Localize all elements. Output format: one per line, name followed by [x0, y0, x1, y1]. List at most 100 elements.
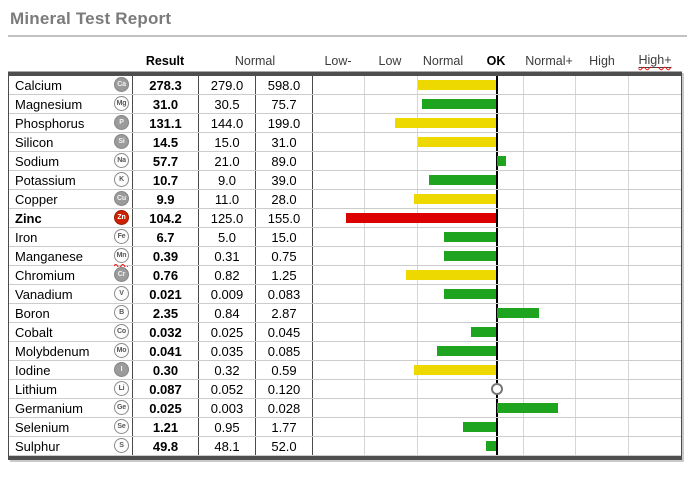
header-normal: Normal — [234, 54, 276, 68]
header-scale-low: Low — [378, 54, 402, 68]
result-value: 0.76 — [133, 266, 199, 284]
deviation-bar-yellow — [406, 270, 496, 280]
normal-max-value: 0.045 — [256, 323, 313, 341]
table-row: Silicon Si 14.5 15.0 31.0 — [9, 133, 681, 152]
deviation-bar-yellow — [418, 137, 496, 147]
normal-max-value: 1.25 — [256, 266, 313, 284]
table-row: Phosphorus P 131.1 144.0 199.0 — [9, 114, 681, 133]
mineral-name: Boron — [15, 305, 50, 321]
normal-max-value: 1.77 — [256, 418, 313, 436]
mineral-name: Iron — [15, 229, 38, 245]
mineral-name: Selenium — [15, 419, 70, 435]
normal-max-value: 31.0 — [256, 133, 313, 151]
result-value: 49.8 — [133, 437, 199, 455]
deviation-bar-cell — [313, 342, 681, 360]
deviation-bar-yellow — [414, 365, 496, 375]
mineral-name-cell: Calcium Ca — [9, 76, 133, 94]
normal-min-value: 48.1 — [199, 437, 256, 455]
result-value: 9.9 — [133, 190, 199, 208]
deviation-bar-green — [429, 175, 496, 185]
normal-min-value: 0.025 — [199, 323, 256, 341]
table-row: Iodine I 0.30 0.32 0.59 — [9, 361, 681, 380]
normal-min-value: 9.0 — [199, 171, 256, 189]
mineral-name: Vanadium — [15, 286, 73, 302]
normal-min-value: 0.009 — [199, 285, 256, 303]
element-symbol-icon: S — [114, 438, 129, 453]
normal-min-value: 279.0 — [199, 76, 256, 94]
element-symbol-icon: Ca — [114, 77, 129, 92]
mineral-name-cell: Zinc Zn — [9, 209, 133, 227]
table-row: Lithium Li 0.087 0.052 0.120 — [9, 380, 681, 399]
mineral-name: Chromium — [15, 267, 75, 283]
mineral-name-cell: Manganese Mn — [9, 247, 133, 267]
deviation-bar-cell — [313, 361, 681, 379]
result-value: 2.35 — [133, 304, 199, 322]
table-row: Germanium Ge 0.025 0.003 0.028 — [9, 399, 681, 418]
result-value: 0.025 — [133, 399, 199, 417]
element-symbol-icon: Fe — [114, 229, 129, 244]
deviation-bar-green — [497, 308, 539, 318]
normal-max-value: 0.083 — [256, 285, 313, 303]
deviation-bar-yellow — [414, 194, 496, 204]
mineral-name-cell: Cobalt Co — [9, 323, 133, 341]
normal-min-value: 0.84 — [199, 304, 256, 322]
element-symbol-icon: V — [114, 286, 129, 301]
result-value: 0.021 — [133, 285, 199, 303]
column-headers: Result Normal Low- Low Normal OK Normal+ High Hi… — [8, 37, 682, 71]
element-symbol-icon: Si — [114, 134, 129, 149]
table-row: Chromium Cr 0.76 0.82 1.25 — [9, 266, 681, 285]
deviation-bar-cell — [313, 76, 681, 94]
result-value: 0.087 — [133, 380, 199, 398]
mineral-name-cell: Vanadium V — [9, 285, 133, 303]
table-row: Sodium Na 57.7 21.0 89.0 — [9, 152, 681, 171]
deviation-bar-green — [444, 251, 496, 261]
mineral-name-cell: Chromium Cr — [9, 266, 133, 284]
result-value: 0.30 — [133, 361, 199, 379]
title-divider — [8, 35, 687, 37]
chart-gridline — [364, 76, 365, 456]
mineral-name-cell: Sodium Na — [9, 152, 133, 170]
result-value: 131.1 — [133, 114, 199, 132]
normal-max-value: 0.59 — [256, 361, 313, 379]
chart-gridline — [575, 76, 576, 456]
mineral-name: Cobalt — [15, 324, 53, 340]
mineral-name-cell: Molybdenum Mo — [9, 342, 133, 360]
mineral-name-cell: Sulphur S — [9, 437, 133, 455]
deviation-bar-cell — [313, 133, 681, 151]
mineral-name-cell: Lithium Li — [9, 380, 133, 398]
element-symbol-icon: Co — [114, 324, 129, 339]
deviation-bar-cell — [313, 228, 681, 246]
mineral-name-cell: Copper Cu — [9, 190, 133, 208]
deviation-bar-cell — [313, 399, 681, 417]
element-symbol-icon: Ge — [114, 400, 129, 415]
normal-min-value: 30.5 — [199, 95, 256, 113]
mineral-name: Copper — [15, 191, 58, 207]
deviation-bar-cell — [313, 209, 681, 227]
normal-max-value: 15.0 — [256, 228, 313, 246]
result-value: 14.5 — [133, 133, 199, 151]
page-title: Mineral Test Report — [10, 9, 172, 28]
normal-min-value: 0.95 — [199, 418, 256, 436]
result-value: 57.7 — [133, 152, 199, 170]
result-value: 0.39 — [133, 247, 199, 265]
ok-reference-line — [496, 76, 498, 456]
mineral-name: Potassium — [15, 172, 76, 188]
mineral-name: Manganese — [15, 248, 83, 264]
deviation-bar-cell — [313, 266, 681, 284]
element-symbol-icon: B — [114, 305, 129, 320]
header-scale-lowminus: Low- — [324, 54, 352, 68]
deviation-bar-green — [497, 156, 506, 166]
mineral-name: Molybdenum — [15, 343, 90, 359]
result-value: 0.041 — [133, 342, 199, 360]
table-row: Molybdenum Mo 0.041 0.035 0.085 — [9, 342, 681, 361]
table-row: Cobalt Co 0.032 0.025 0.045 — [9, 323, 681, 342]
result-value: 31.0 — [133, 95, 199, 113]
deviation-bar-cell — [313, 380, 681, 398]
spellcheck-squiggle — [114, 264, 128, 267]
normal-min-value: 0.32 — [199, 361, 256, 379]
table-body: Calcium Ca 278.3 279.0 598.0 Magnesium M… — [8, 76, 682, 456]
normal-min-value: 15.0 — [199, 133, 256, 151]
mineral-name-cell: Potassium K — [9, 171, 133, 189]
mineral-name-cell: Iodine I — [9, 361, 133, 379]
normal-max-value: 0.085 — [256, 342, 313, 360]
